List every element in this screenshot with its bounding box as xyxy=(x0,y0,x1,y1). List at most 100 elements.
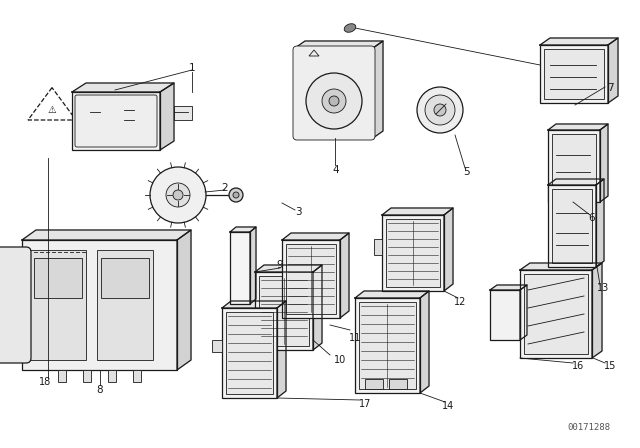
Polygon shape xyxy=(540,38,618,45)
Bar xyxy=(72,92,160,150)
Bar xyxy=(359,302,416,389)
Polygon shape xyxy=(355,291,429,298)
Bar xyxy=(552,134,596,198)
Bar xyxy=(524,274,588,354)
Bar xyxy=(374,239,382,255)
Bar xyxy=(259,276,309,346)
FancyBboxPatch shape xyxy=(75,95,157,147)
Polygon shape xyxy=(295,41,383,48)
Text: 16: 16 xyxy=(572,361,584,371)
Polygon shape xyxy=(520,263,602,270)
Text: ⚠: ⚠ xyxy=(47,105,56,115)
Bar xyxy=(83,370,91,382)
Bar xyxy=(490,290,520,340)
Bar xyxy=(58,370,66,382)
Text: 4: 4 xyxy=(333,165,339,175)
Polygon shape xyxy=(592,263,602,358)
Polygon shape xyxy=(600,124,608,202)
Bar xyxy=(97,250,153,360)
Bar xyxy=(520,270,592,358)
Circle shape xyxy=(233,192,239,198)
Ellipse shape xyxy=(425,95,455,125)
Polygon shape xyxy=(444,208,453,291)
Bar xyxy=(337,53,341,63)
Circle shape xyxy=(322,89,346,113)
Text: 00171288: 00171288 xyxy=(567,423,610,432)
Bar xyxy=(22,240,177,370)
Ellipse shape xyxy=(434,104,446,116)
Bar xyxy=(80,102,110,140)
Bar xyxy=(544,49,604,99)
Bar xyxy=(226,312,273,394)
Polygon shape xyxy=(222,301,286,308)
Ellipse shape xyxy=(417,87,463,133)
Polygon shape xyxy=(313,265,322,350)
Bar xyxy=(365,379,383,389)
Polygon shape xyxy=(255,265,322,272)
Text: 2: 2 xyxy=(221,183,228,193)
Bar xyxy=(548,185,596,267)
Bar xyxy=(389,379,407,389)
Text: 12: 12 xyxy=(454,297,466,307)
Polygon shape xyxy=(22,230,191,240)
Polygon shape xyxy=(340,233,349,318)
Bar xyxy=(325,53,329,63)
Polygon shape xyxy=(230,227,256,232)
Circle shape xyxy=(329,96,339,106)
Ellipse shape xyxy=(344,24,356,32)
FancyBboxPatch shape xyxy=(0,247,31,363)
Text: 3: 3 xyxy=(294,207,301,217)
Polygon shape xyxy=(177,230,191,370)
Polygon shape xyxy=(160,83,174,150)
Polygon shape xyxy=(72,83,174,92)
Polygon shape xyxy=(277,301,286,398)
Bar xyxy=(552,189,592,263)
Bar xyxy=(295,48,373,138)
Bar xyxy=(282,240,340,318)
Circle shape xyxy=(150,167,206,223)
Polygon shape xyxy=(548,179,604,185)
Polygon shape xyxy=(608,38,618,103)
Text: 8: 8 xyxy=(97,385,103,395)
Polygon shape xyxy=(520,285,527,340)
Text: 10: 10 xyxy=(334,355,346,365)
Bar xyxy=(255,272,313,350)
Bar xyxy=(30,250,86,360)
Text: 9: 9 xyxy=(276,260,284,270)
Bar xyxy=(222,308,277,398)
Text: 11: 11 xyxy=(349,333,361,343)
Polygon shape xyxy=(548,124,608,130)
Polygon shape xyxy=(490,285,527,290)
Bar xyxy=(361,53,365,63)
Bar xyxy=(355,298,420,393)
FancyBboxPatch shape xyxy=(293,46,375,140)
Text: 6: 6 xyxy=(589,213,595,223)
Bar xyxy=(349,53,353,63)
Circle shape xyxy=(173,190,183,200)
Bar xyxy=(174,106,192,120)
Bar xyxy=(117,102,145,140)
Circle shape xyxy=(306,73,362,129)
Text: 15: 15 xyxy=(604,361,616,371)
Bar xyxy=(230,232,250,304)
Polygon shape xyxy=(420,291,429,393)
Bar xyxy=(133,370,141,382)
Text: 7: 7 xyxy=(607,83,613,93)
Text: 14: 14 xyxy=(442,401,454,411)
Bar xyxy=(548,130,600,202)
Polygon shape xyxy=(250,227,256,304)
Polygon shape xyxy=(596,179,604,267)
Bar xyxy=(331,53,335,63)
Circle shape xyxy=(229,188,243,202)
Bar xyxy=(343,53,347,63)
Polygon shape xyxy=(382,208,453,215)
Circle shape xyxy=(166,183,190,207)
Bar xyxy=(101,258,149,298)
Bar xyxy=(212,340,222,352)
Bar xyxy=(382,215,444,291)
Text: 17: 17 xyxy=(359,399,371,409)
Bar xyxy=(355,53,359,63)
Text: 5: 5 xyxy=(463,167,469,177)
Bar xyxy=(386,219,440,287)
Text: 1: 1 xyxy=(189,63,195,73)
